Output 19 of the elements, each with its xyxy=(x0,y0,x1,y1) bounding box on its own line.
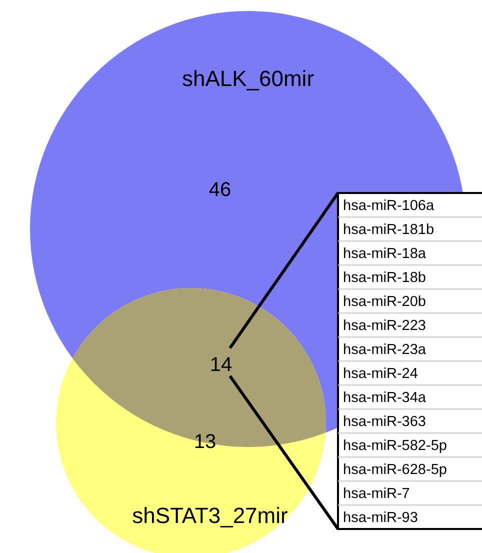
category-label: shSTAT3_27mir xyxy=(132,503,288,528)
text: hsa-miR-24 xyxy=(343,366,418,382)
category-label: shALK_60mir xyxy=(182,66,314,91)
text: hsa-miR-106a xyxy=(343,198,435,214)
text: hsa-miR-223 xyxy=(343,318,426,334)
data-label: 14 xyxy=(210,354,232,376)
text: hsa-miR-20b xyxy=(343,294,426,310)
text: hsa-miR-582-5p xyxy=(343,438,447,454)
text: hsa-miR-23a xyxy=(343,342,427,358)
text: hsa-miR-34a xyxy=(343,390,427,406)
text: hsa-miR-7 xyxy=(343,486,410,502)
data-label: 46 xyxy=(208,179,232,201)
text: hsa-miR-18b xyxy=(343,270,426,286)
text: hsa-miR-363 xyxy=(343,414,426,430)
text: hsa-miR-181b xyxy=(343,222,434,238)
text: hsa-miR-93 xyxy=(343,510,418,526)
data-label: 13 xyxy=(194,431,216,453)
text: hsa-miR-18a xyxy=(343,246,427,262)
text: hsa-miR-628-5p xyxy=(343,462,447,478)
